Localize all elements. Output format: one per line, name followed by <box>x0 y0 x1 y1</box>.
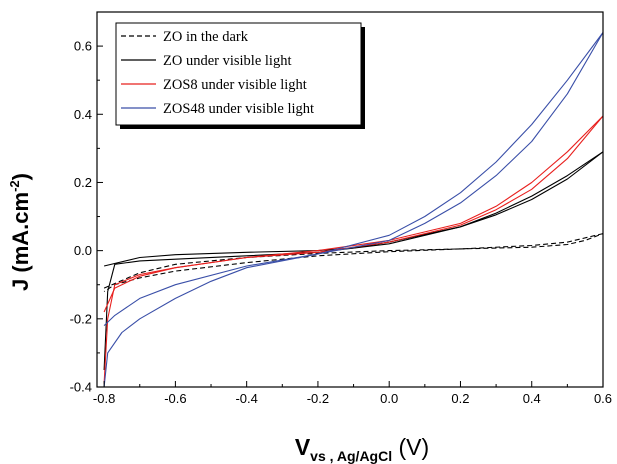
legend-entry-label: ZO in the dark <box>163 29 249 45</box>
legend-box <box>115 22 362 126</box>
plot-frame <box>96 11 604 388</box>
x-tick-label: 0.2 <box>451 391 469 406</box>
series-1-forward-line <box>103 151 604 267</box>
ticks-layer: -0.8 -0.6 -0.4 -0.2 0.0 0.2 0.4 0.6 -0.4 -0.2 0.0 0… <box>70 39 612 406</box>
legend-entry-label: ZOS8 under visible light <box>163 77 307 93</box>
legend-entry-label: ZOS48 under visible light <box>163 101 314 117</box>
series-2-forward-line <box>103 115 604 384</box>
x-tick-label: -0.6 <box>164 391 186 406</box>
y-tick-label: -0.4 <box>70 380 92 395</box>
y-tick-label: 0.4 <box>74 107 92 122</box>
x-tick-label: -0.4 <box>235 391 257 406</box>
y-tick-label: 0.6 <box>74 39 92 54</box>
x-axis-label: Vvs , Ag/AgCl (V) <box>295 434 429 464</box>
legend: ZO in the dark ZO under visible light ZOS8… <box>115 22 365 129</box>
y-tick-label: -0.2 <box>70 311 92 326</box>
series-3-reverse-line <box>103 32 604 326</box>
x-tick-label: 0.6 <box>594 391 612 406</box>
y-axis-label: J (mA.cm-2) <box>7 173 33 291</box>
x-tick-label: -0.2 <box>307 391 329 406</box>
y-tick-label: 0.0 <box>74 243 92 258</box>
x-tick-label: 0.0 <box>380 391 398 406</box>
x-tick-label: 0.4 <box>523 391 541 406</box>
curves-layer <box>103 32 604 388</box>
legend-entry-label: ZO under visible light <box>163 53 291 69</box>
series-0-reverse-line <box>103 233 604 292</box>
x-tick-label: -0.8 <box>93 391 115 406</box>
series-0-forward-line <box>103 233 604 289</box>
y-tick-label: 0.2 <box>74 175 92 190</box>
